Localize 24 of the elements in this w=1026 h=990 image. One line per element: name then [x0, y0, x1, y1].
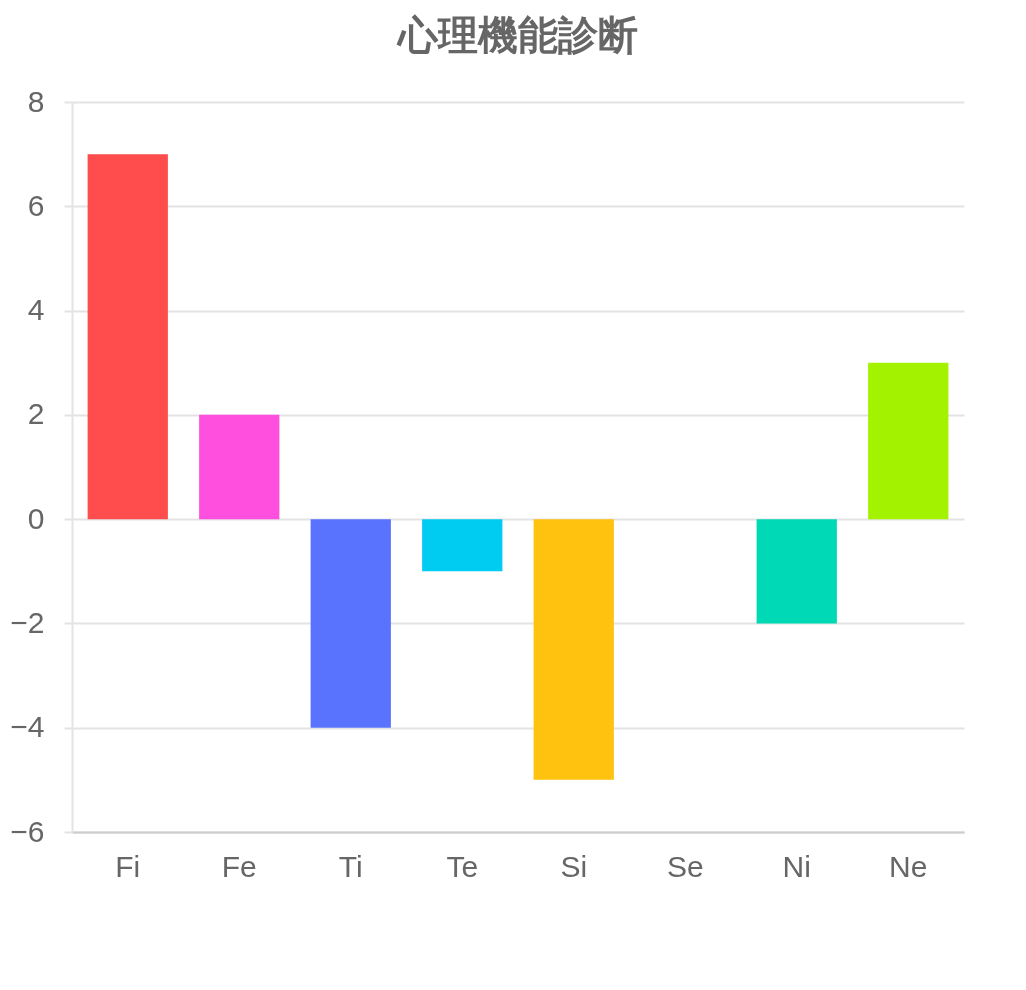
x-tick-label: Fi [115, 849, 141, 883]
x-tick-label: Se [666, 849, 704, 883]
x-tick-label: Te [446, 849, 479, 883]
y-tick-label: 2 [27, 397, 45, 431]
bar [756, 519, 837, 624]
x-tick-label: Fe [221, 849, 257, 883]
bar [87, 154, 168, 520]
y-tick-label: 0 [27, 501, 45, 535]
x-tick-label: Si [560, 849, 588, 883]
y-tick-label: −4 [10, 710, 45, 744]
y-tick-label: −2 [10, 605, 45, 639]
bar [199, 414, 280, 520]
x-tick-label: Ti [338, 849, 363, 883]
y-tick-label: 8 [27, 84, 45, 118]
x-tick-label: Ni [782, 849, 811, 883]
bar [868, 362, 949, 520]
chart-title: 心理機能診断 [396, 13, 638, 57]
y-tick-label: −6 [10, 814, 45, 848]
y-tick-label: 4 [27, 293, 45, 327]
bar [422, 519, 503, 572]
bar [310, 519, 391, 728]
bar [533, 519, 614, 780]
y-tick-label: 6 [27, 188, 45, 222]
x-tick-label: Ne [889, 849, 928, 883]
